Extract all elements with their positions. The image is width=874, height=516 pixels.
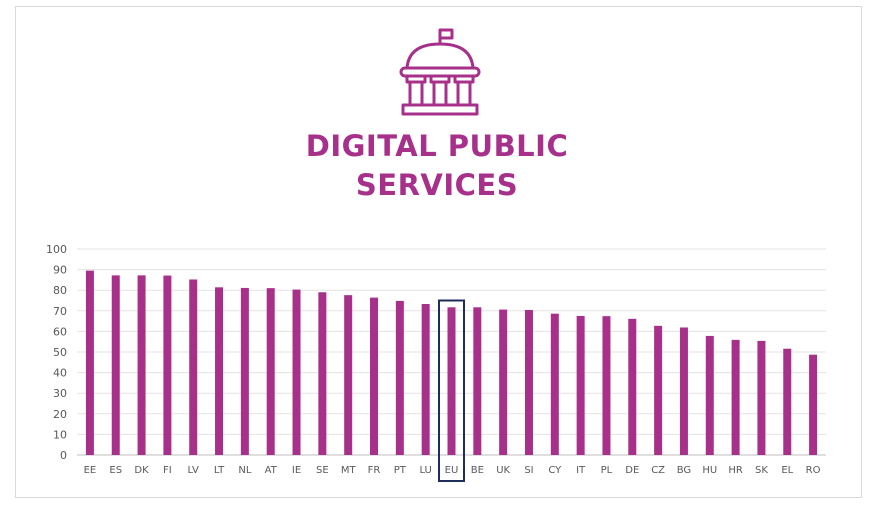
bar-cy bbox=[550, 313, 559, 455]
bar-lv bbox=[189, 279, 198, 455]
bar-eu bbox=[447, 307, 456, 455]
x-tick-label: NL bbox=[238, 465, 251, 476]
x-tick-label: AT bbox=[265, 465, 278, 476]
y-tick-label: 100 bbox=[46, 243, 67, 256]
bar-pl bbox=[602, 316, 611, 455]
x-tick-label: BG bbox=[677, 465, 691, 476]
x-tick-label: PT bbox=[394, 465, 407, 476]
bar-hr bbox=[731, 339, 740, 455]
x-tick-label: FI bbox=[163, 465, 172, 476]
bar-cz bbox=[654, 325, 663, 455]
bar-sk bbox=[757, 340, 766, 455]
x-tick-label: DK bbox=[134, 465, 149, 476]
x-tick-label: SE bbox=[316, 465, 329, 476]
x-tick-label: HU bbox=[702, 465, 717, 476]
y-tick-label: 40 bbox=[53, 367, 67, 380]
x-tick-label: LT bbox=[214, 465, 225, 476]
y-tick-label: 90 bbox=[53, 264, 67, 277]
y-tick-label: 30 bbox=[53, 387, 67, 400]
y-tick-label: 0 bbox=[60, 449, 67, 462]
bar-el bbox=[783, 348, 792, 455]
page-title-line-1: DIGITAL PUBLIC bbox=[305, 129, 569, 163]
x-tick-label: LV bbox=[188, 465, 199, 476]
bar-it bbox=[576, 315, 585, 455]
bar-si bbox=[524, 309, 533, 455]
y-tick-label: 70 bbox=[53, 305, 67, 318]
x-tick-label: EL bbox=[781, 465, 793, 476]
bar-at bbox=[266, 288, 275, 455]
x-tick-label: IT bbox=[576, 465, 586, 476]
x-tick-label: SK bbox=[755, 465, 768, 476]
y-tick-label: 20 bbox=[53, 408, 67, 421]
x-tick-label: EE bbox=[84, 465, 97, 476]
eu-highlight-box bbox=[438, 299, 465, 482]
y-tick-label: 50 bbox=[53, 346, 67, 359]
bar-nl bbox=[240, 287, 249, 455]
bar-bg bbox=[679, 327, 688, 455]
x-tick-label: ES bbox=[109, 465, 122, 476]
page-title-line-2: SERVICES bbox=[355, 168, 519, 202]
bar-be bbox=[473, 307, 482, 455]
x-tick-label: LU bbox=[419, 465, 431, 476]
bar-de bbox=[628, 318, 637, 455]
x-tick-label: SI bbox=[524, 465, 533, 476]
x-tick-label: EU bbox=[445, 465, 459, 476]
bar-fr bbox=[370, 297, 379, 455]
y-tick-label: 10 bbox=[53, 428, 67, 441]
bar-se bbox=[318, 292, 327, 455]
bar-ro bbox=[809, 354, 818, 455]
x-tick-label: IE bbox=[292, 465, 301, 476]
x-tick-label: PL bbox=[601, 465, 613, 476]
x-tick-label: BE bbox=[471, 465, 484, 476]
y-tick-label: 60 bbox=[53, 325, 67, 338]
bar-pt bbox=[395, 300, 404, 455]
x-tick-label: HR bbox=[728, 465, 743, 476]
x-tick-label: CZ bbox=[651, 465, 665, 476]
bar-ee bbox=[85, 270, 94, 455]
y-tick-label: 80 bbox=[53, 284, 67, 297]
bar-hu bbox=[705, 335, 714, 455]
bar-ie bbox=[292, 289, 301, 455]
x-tick-label: FR bbox=[368, 465, 381, 476]
x-tick-label: UK bbox=[496, 465, 510, 476]
bar-uk bbox=[499, 309, 508, 455]
bar-dk bbox=[137, 275, 146, 455]
x-tick-label: DE bbox=[625, 465, 639, 476]
bar-es bbox=[111, 275, 120, 455]
bar-lt bbox=[215, 287, 224, 455]
x-tick-label: RO bbox=[806, 465, 821, 476]
x-tick-label: MT bbox=[341, 465, 357, 476]
government-building-icon bbox=[399, 28, 481, 116]
bar-lu bbox=[421, 304, 430, 455]
bar-fi bbox=[163, 275, 172, 455]
bar-mt bbox=[344, 295, 353, 455]
x-tick-label: CY bbox=[548, 465, 562, 476]
